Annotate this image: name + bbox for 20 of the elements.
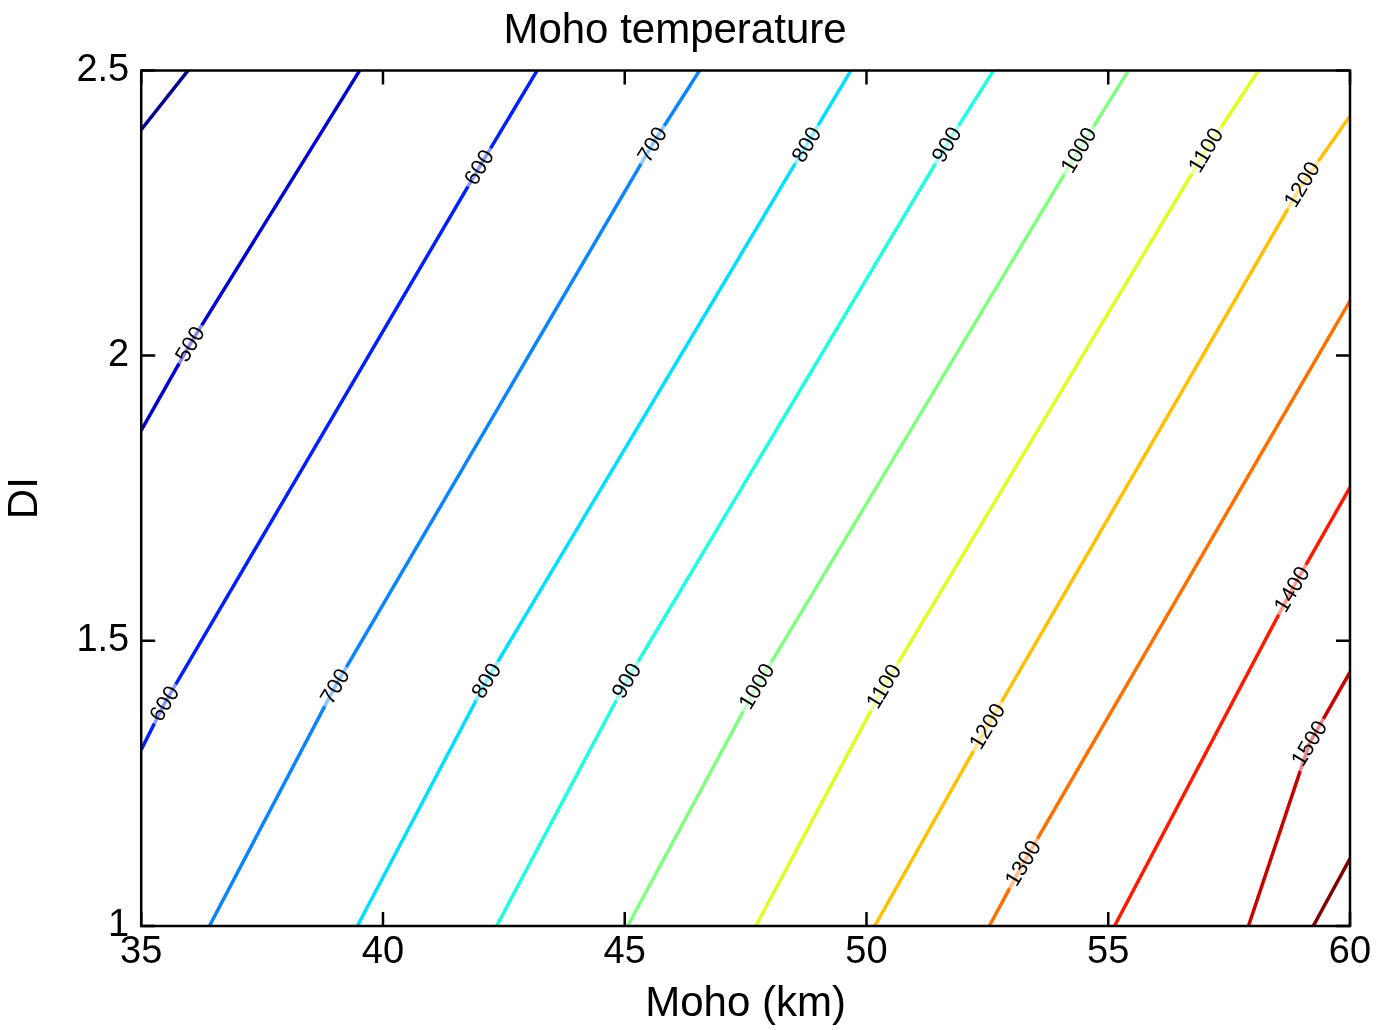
- annotation: 600: [143, 681, 185, 726]
- annotation: 700: [631, 122, 673, 167]
- x-tick-label: 50: [845, 929, 888, 972]
- annotation: 500: [169, 321, 210, 367]
- x-tick-label: 45: [603, 929, 646, 972]
- y-axis-title: DI: [0, 477, 46, 520]
- annotation: 900: [926, 122, 967, 167]
- chart-title: Moho temperature: [503, 4, 847, 52]
- x-tick-label: 40: [361, 929, 405, 972]
- x-tick-label: 60: [1328, 929, 1372, 972]
- x-tick-label: 55: [1087, 929, 1130, 972]
- annotation: 800: [465, 658, 507, 703]
- x-axis-title: Moho (km): [645, 978, 846, 1026]
- y-tick-label: 2: [108, 332, 130, 375]
- annotation: 600: [458, 144, 499, 190]
- annotation: 700: [314, 664, 355, 709]
- y-tick-label: 1.5: [76, 617, 130, 660]
- annotation: 800: [786, 122, 827, 167]
- annotation: 900: [606, 658, 647, 703]
- y-tick-label: 2.5: [76, 46, 130, 89]
